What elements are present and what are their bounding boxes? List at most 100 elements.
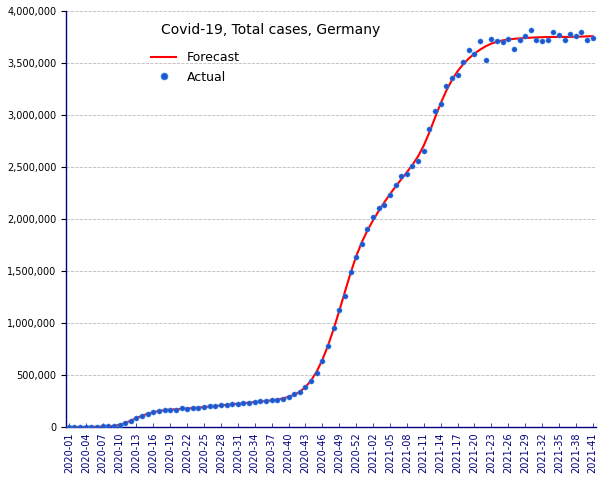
- Actual: [81, 423, 91, 431]
- Actual: [171, 406, 181, 413]
- Actual: [352, 253, 361, 261]
- Actual: [549, 28, 558, 36]
- Actual: [425, 125, 434, 132]
- Actual: [532, 36, 541, 44]
- Actual: [92, 423, 102, 431]
- Actual: [143, 410, 152, 418]
- Text: Covid-19, Total cases, Germany: Covid-19, Total cases, Germany: [162, 24, 381, 37]
- Actual: [70, 423, 79, 431]
- Actual: [436, 100, 445, 108]
- Actual: [199, 403, 209, 411]
- Actual: [160, 406, 169, 414]
- Actual: [98, 422, 108, 430]
- Actual: [137, 412, 147, 420]
- Actual: [244, 399, 254, 407]
- Actual: [554, 31, 564, 39]
- Actual: [374, 204, 384, 212]
- Actual: [87, 423, 96, 431]
- Actual: [148, 408, 158, 416]
- Line: Forecast: Forecast: [69, 36, 593, 427]
- Actual: [408, 162, 417, 169]
- Legend: Forecast, Actual: Forecast, Actual: [146, 47, 244, 89]
- Actual: [492, 37, 502, 45]
- Actual: [312, 369, 321, 376]
- Actual: [211, 403, 220, 410]
- Actual: [560, 36, 569, 44]
- Actual: [227, 401, 237, 408]
- Forecast: [65, 424, 73, 430]
- Actual: [75, 423, 85, 431]
- Actual: [188, 404, 198, 412]
- Actual: [577, 28, 586, 36]
- Actual: [289, 391, 299, 398]
- Actual: [115, 421, 125, 429]
- Actual: [385, 192, 395, 199]
- Forecast: [268, 397, 275, 403]
- Actual: [250, 399, 260, 407]
- Actual: [154, 408, 164, 415]
- Actual: [509, 46, 518, 53]
- Actual: [459, 59, 468, 66]
- Actual: [543, 36, 552, 44]
- Actual: [498, 38, 508, 46]
- Actual: [194, 404, 203, 412]
- Actual: [362, 225, 372, 233]
- Actual: [306, 377, 316, 384]
- Forecast: [200, 404, 208, 410]
- Actual: [515, 36, 525, 43]
- Actual: [295, 388, 305, 396]
- Actual: [216, 401, 226, 409]
- Actual: [503, 35, 513, 43]
- Actual: [565, 30, 575, 38]
- Actual: [464, 47, 474, 54]
- Actual: [301, 384, 310, 391]
- Actual: [126, 417, 136, 424]
- Actual: [413, 157, 423, 165]
- Actual: [233, 400, 243, 408]
- Actual: [340, 292, 350, 300]
- Actual: [182, 405, 192, 412]
- Actual: [238, 399, 248, 407]
- Actual: [357, 240, 367, 248]
- Actual: [318, 357, 327, 364]
- Actual: [391, 181, 401, 189]
- Actual: [588, 34, 598, 42]
- Actual: [571, 33, 581, 40]
- Actual: [396, 172, 406, 180]
- Forecast: [155, 408, 163, 414]
- Actual: [453, 71, 462, 79]
- Actual: [323, 342, 333, 350]
- Actual: [520, 32, 530, 40]
- Actual: [447, 74, 457, 82]
- Actual: [272, 396, 282, 404]
- Actual: [379, 201, 389, 209]
- Actual: [430, 108, 440, 115]
- Actual: [329, 324, 338, 331]
- Actual: [278, 395, 288, 403]
- Actual: [481, 56, 491, 64]
- Actual: [177, 405, 186, 412]
- Actual: [526, 26, 535, 34]
- Actual: [442, 82, 451, 90]
- Actual: [537, 37, 547, 45]
- Forecast: [460, 61, 467, 67]
- Actual: [109, 422, 119, 430]
- Actual: [582, 36, 592, 44]
- Actual: [64, 423, 74, 431]
- Actual: [165, 406, 175, 414]
- Actual: [267, 396, 276, 404]
- Actual: [261, 397, 271, 405]
- Actual: [103, 422, 113, 430]
- Actual: [476, 37, 485, 45]
- Forecast: [381, 199, 388, 205]
- Actual: [486, 36, 496, 43]
- Actual: [284, 393, 293, 401]
- Actual: [335, 307, 344, 314]
- Forecast: [589, 33, 597, 39]
- Actual: [255, 397, 265, 405]
- Actual: [368, 213, 378, 221]
- Actual: [222, 401, 232, 409]
- Actual: [402, 170, 411, 178]
- Actual: [205, 403, 215, 410]
- Actual: [469, 50, 479, 58]
